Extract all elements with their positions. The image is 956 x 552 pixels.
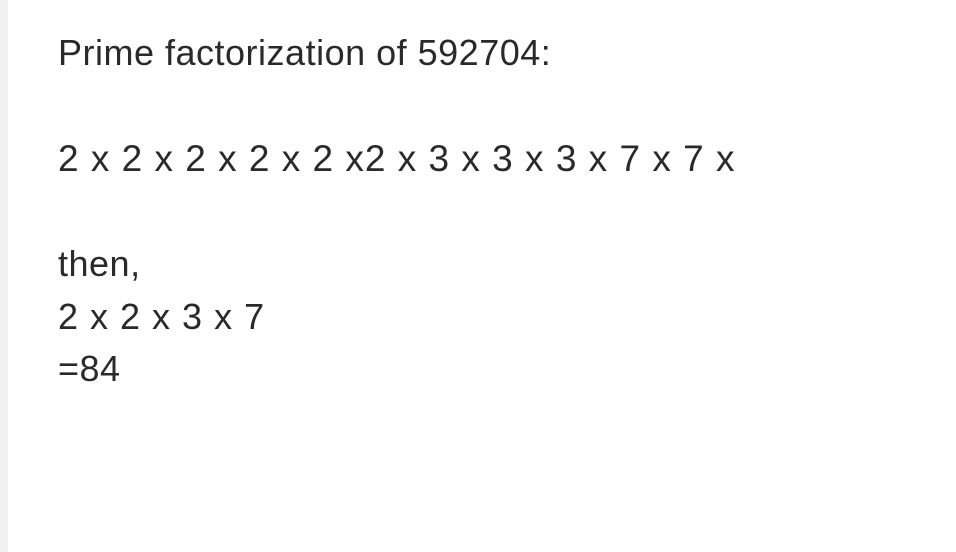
document-content: Prime factorization of 592704: 2 x 2 x 2… [8, 0, 956, 423]
heading-title: Prime factorization of 592704: [58, 30, 916, 77]
result-value: =84 [58, 346, 916, 393]
simplified-expression: 2 x 2 x 3 x 7 [58, 294, 916, 341]
then-label: then, [58, 241, 916, 288]
factorization-expression: 2 x 2 x 2 x 2 x 2 x2 x 3 x 3 x 3 x 7 x 7… [58, 135, 916, 183]
